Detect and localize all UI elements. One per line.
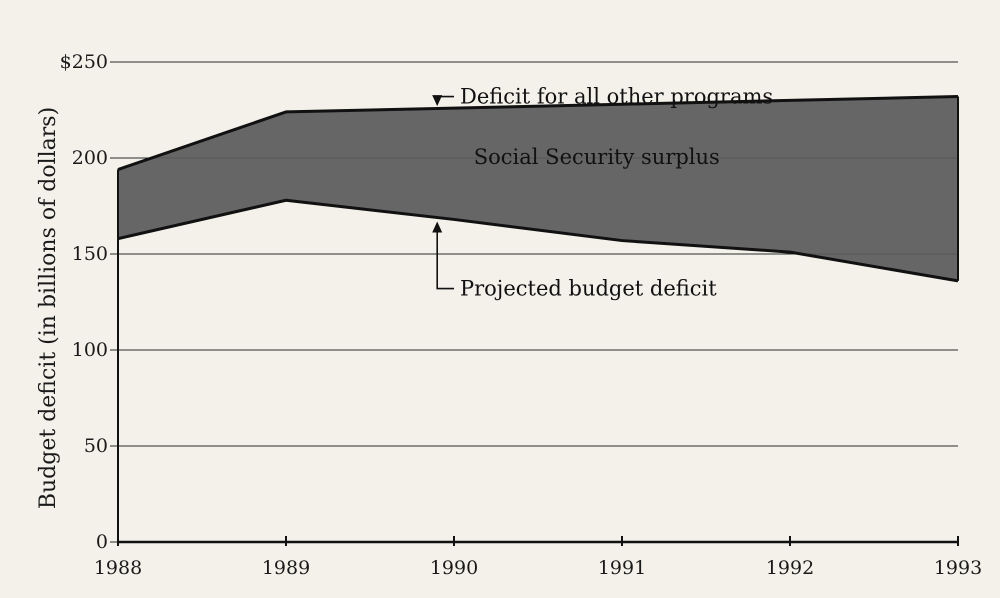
social-security-surplus-band	[118, 96, 958, 281]
y-tick-label-100: 100	[72, 339, 108, 361]
y-axis-label: Budget deficit (in billions of dollars)	[36, 107, 61, 509]
y-tick-label-50: 50	[84, 435, 108, 457]
x-tick-label-1990: 1990	[430, 557, 478, 579]
y-tick-label-0: 0	[96, 531, 108, 553]
band-label: Social Security surplus	[474, 145, 720, 169]
x-tick-label-1988: 1988	[94, 557, 142, 579]
y-tick-label-150: 150	[72, 243, 108, 265]
y-axis-ticks: 0 50 100 150 200 $250	[60, 51, 108, 553]
series-line-projected-deficit	[117, 198, 959, 283]
x-tick-label-1989: 1989	[262, 557, 310, 579]
plot-area	[117, 95, 959, 283]
annotation-leader-projected-deficit	[436, 231, 454, 290]
annotation-arrow-other-programs	[432, 95, 443, 107]
y-tick-label-200: 200	[72, 147, 108, 169]
annotations: Social Security surplus Deficit for all o…	[432, 85, 773, 301]
series-line-other-programs	[117, 95, 959, 171]
x-tick-label-1993: 1993	[934, 557, 982, 579]
annotation-projected-deficit: Projected budget deficit	[460, 277, 717, 301]
annotation-other-programs: Deficit for all other programs	[460, 85, 773, 109]
x-axis-ticks: 1988 1989 1990 1991 1992 1993	[94, 536, 982, 579]
y-tick-label-250: $250	[60, 51, 108, 73]
x-tick-label-1992: 1992	[766, 557, 814, 579]
annotation-arrow-projected-deficit	[432, 221, 443, 233]
x-tick-label-1991: 1991	[598, 557, 646, 579]
